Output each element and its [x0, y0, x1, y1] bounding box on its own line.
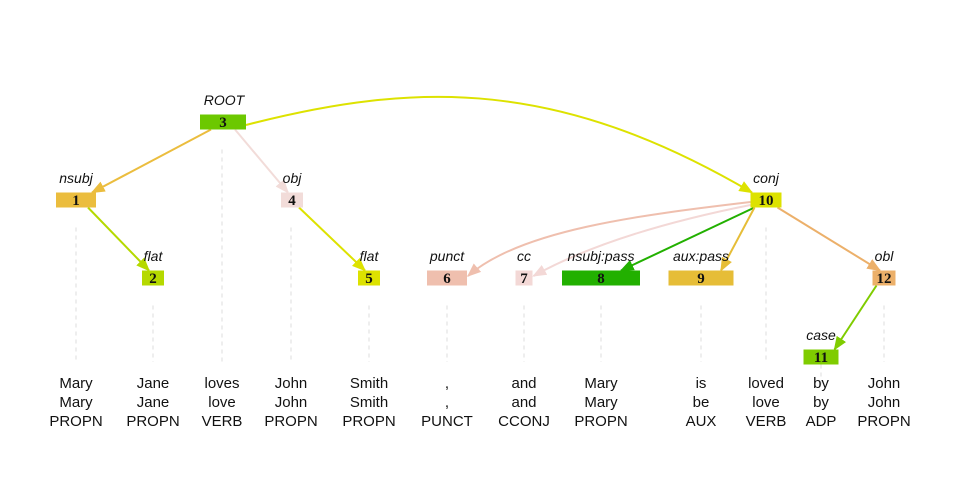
- node-box: [427, 270, 467, 286]
- node-index: 4: [288, 193, 296, 209]
- node-box: [515, 270, 533, 286]
- deprel-label: nsubj:pass: [568, 248, 635, 264]
- deprel-label: obl: [875, 248, 895, 264]
- token-node[interactable]: 4 obj: [281, 170, 303, 209]
- token-upos: PUNCT: [421, 413, 473, 430]
- token-form: Smith: [350, 375, 388, 392]
- deprel-label: ROOT: [204, 92, 246, 108]
- token-node[interactable]: 3 ROOT: [200, 92, 246, 131]
- dependency-edge-nsubj: [90, 128, 212, 194]
- token-lemma: be: [693, 394, 710, 411]
- token-lemma: John: [868, 394, 901, 411]
- dependency-edge-case: [833, 284, 878, 351]
- token-upos: PROPN: [264, 413, 317, 430]
- deprel-label: punct: [429, 248, 465, 264]
- token-upos: PROPN: [49, 413, 102, 430]
- token-form: loves: [204, 375, 239, 392]
- node-box: [358, 270, 380, 286]
- token-upos: AUX: [686, 413, 717, 430]
- node-index: 9: [697, 271, 705, 287]
- token-form: is: [696, 375, 707, 392]
- token-form: loved: [748, 375, 784, 392]
- token-node[interactable]: 6 punct: [427, 248, 467, 287]
- token-lemma: Smith: [350, 394, 388, 411]
- node-index: 6: [443, 271, 451, 287]
- token-form: Mary: [59, 375, 93, 392]
- token-upos: VERB: [746, 413, 787, 430]
- token-node[interactable]: 7 cc: [515, 248, 533, 287]
- dependency-edge-punct: [466, 201, 751, 277]
- token-lemma: John: [275, 394, 308, 411]
- deprel-label: aux:pass: [673, 248, 729, 264]
- node-box: [142, 270, 164, 286]
- token-lemma: ,: [445, 394, 449, 411]
- token-form: Mary: [584, 375, 618, 392]
- token-form: John: [868, 375, 901, 392]
- deprel-label: nsubj: [59, 170, 93, 186]
- token-lemma: love: [208, 394, 236, 411]
- node-index: 8: [597, 271, 605, 287]
- token-node[interactable]: 8 nsubj:pass: [562, 248, 640, 287]
- token-lemma: Mary: [59, 394, 93, 411]
- token-lemma: and: [511, 394, 536, 411]
- node-index: 10: [759, 193, 774, 209]
- node-index: 2: [149, 271, 157, 287]
- token-upos: CCONJ: [498, 413, 550, 430]
- node-box: [200, 114, 246, 130]
- token-form: by: [813, 375, 829, 392]
- token-form: John: [275, 375, 308, 392]
- token-upos: PROPN: [342, 413, 395, 430]
- dependency-edge-flat: [298, 206, 367, 272]
- node-box: [750, 192, 782, 208]
- token-node[interactable]: 1 nsubj: [56, 170, 96, 209]
- dependency-edge-flat: [87, 206, 150, 272]
- node-index: 1: [72, 193, 80, 209]
- token-lemma: Mary: [584, 394, 618, 411]
- deprel-label: conj: [753, 170, 780, 186]
- dependency-edge-obj: [234, 128, 289, 194]
- node-box: [56, 192, 96, 208]
- token-form: Jane: [137, 375, 170, 392]
- token-lemma: love: [752, 394, 780, 411]
- token-node[interactable]: 2 flat: [142, 248, 164, 287]
- dependency-edge-obl: [776, 206, 882, 272]
- token-node[interactable]: 12 obl: [872, 248, 896, 287]
- token-lemma: Jane: [137, 394, 170, 411]
- deprel-label: flat: [360, 248, 380, 264]
- token-form: ,: [445, 375, 449, 392]
- dependency-edge-nsubj:pass: [619, 206, 755, 272]
- token-lemma: by: [813, 394, 829, 411]
- node-box: [562, 270, 640, 286]
- dependency-edge-aux:pass: [720, 207, 756, 272]
- node-index: 5: [365, 271, 373, 287]
- node-index: 3: [219, 115, 227, 131]
- node-box: [668, 270, 734, 286]
- deprel-label: obj: [283, 170, 303, 186]
- token-node[interactable]: 10 conj: [750, 170, 782, 209]
- token-upos: ADP: [806, 413, 837, 430]
- token-upos: VERB: [202, 413, 243, 430]
- deprel-label: cc: [517, 248, 531, 264]
- node-index: 7: [520, 271, 528, 287]
- token-node[interactable]: 9 aux:pass: [668, 248, 734, 287]
- deprel-label: flat: [144, 248, 164, 264]
- node-box: [872, 270, 896, 286]
- node-box: [803, 349, 839, 365]
- dependency-edge-conj: [245, 95, 754, 194]
- token-node[interactable]: 11 case: [803, 327, 839, 366]
- token-upos: PROPN: [857, 413, 910, 430]
- token-node[interactable]: 5 flat: [358, 248, 380, 287]
- dependency-edge-cc: [532, 204, 751, 277]
- token-form: and: [511, 375, 536, 392]
- node-index: 12: [877, 271, 892, 287]
- node-index: 11: [814, 350, 828, 366]
- token-upos: PROPN: [574, 413, 627, 430]
- node-box: [281, 192, 303, 208]
- deprel-label: case: [806, 327, 836, 343]
- token-upos: PROPN: [126, 413, 179, 430]
